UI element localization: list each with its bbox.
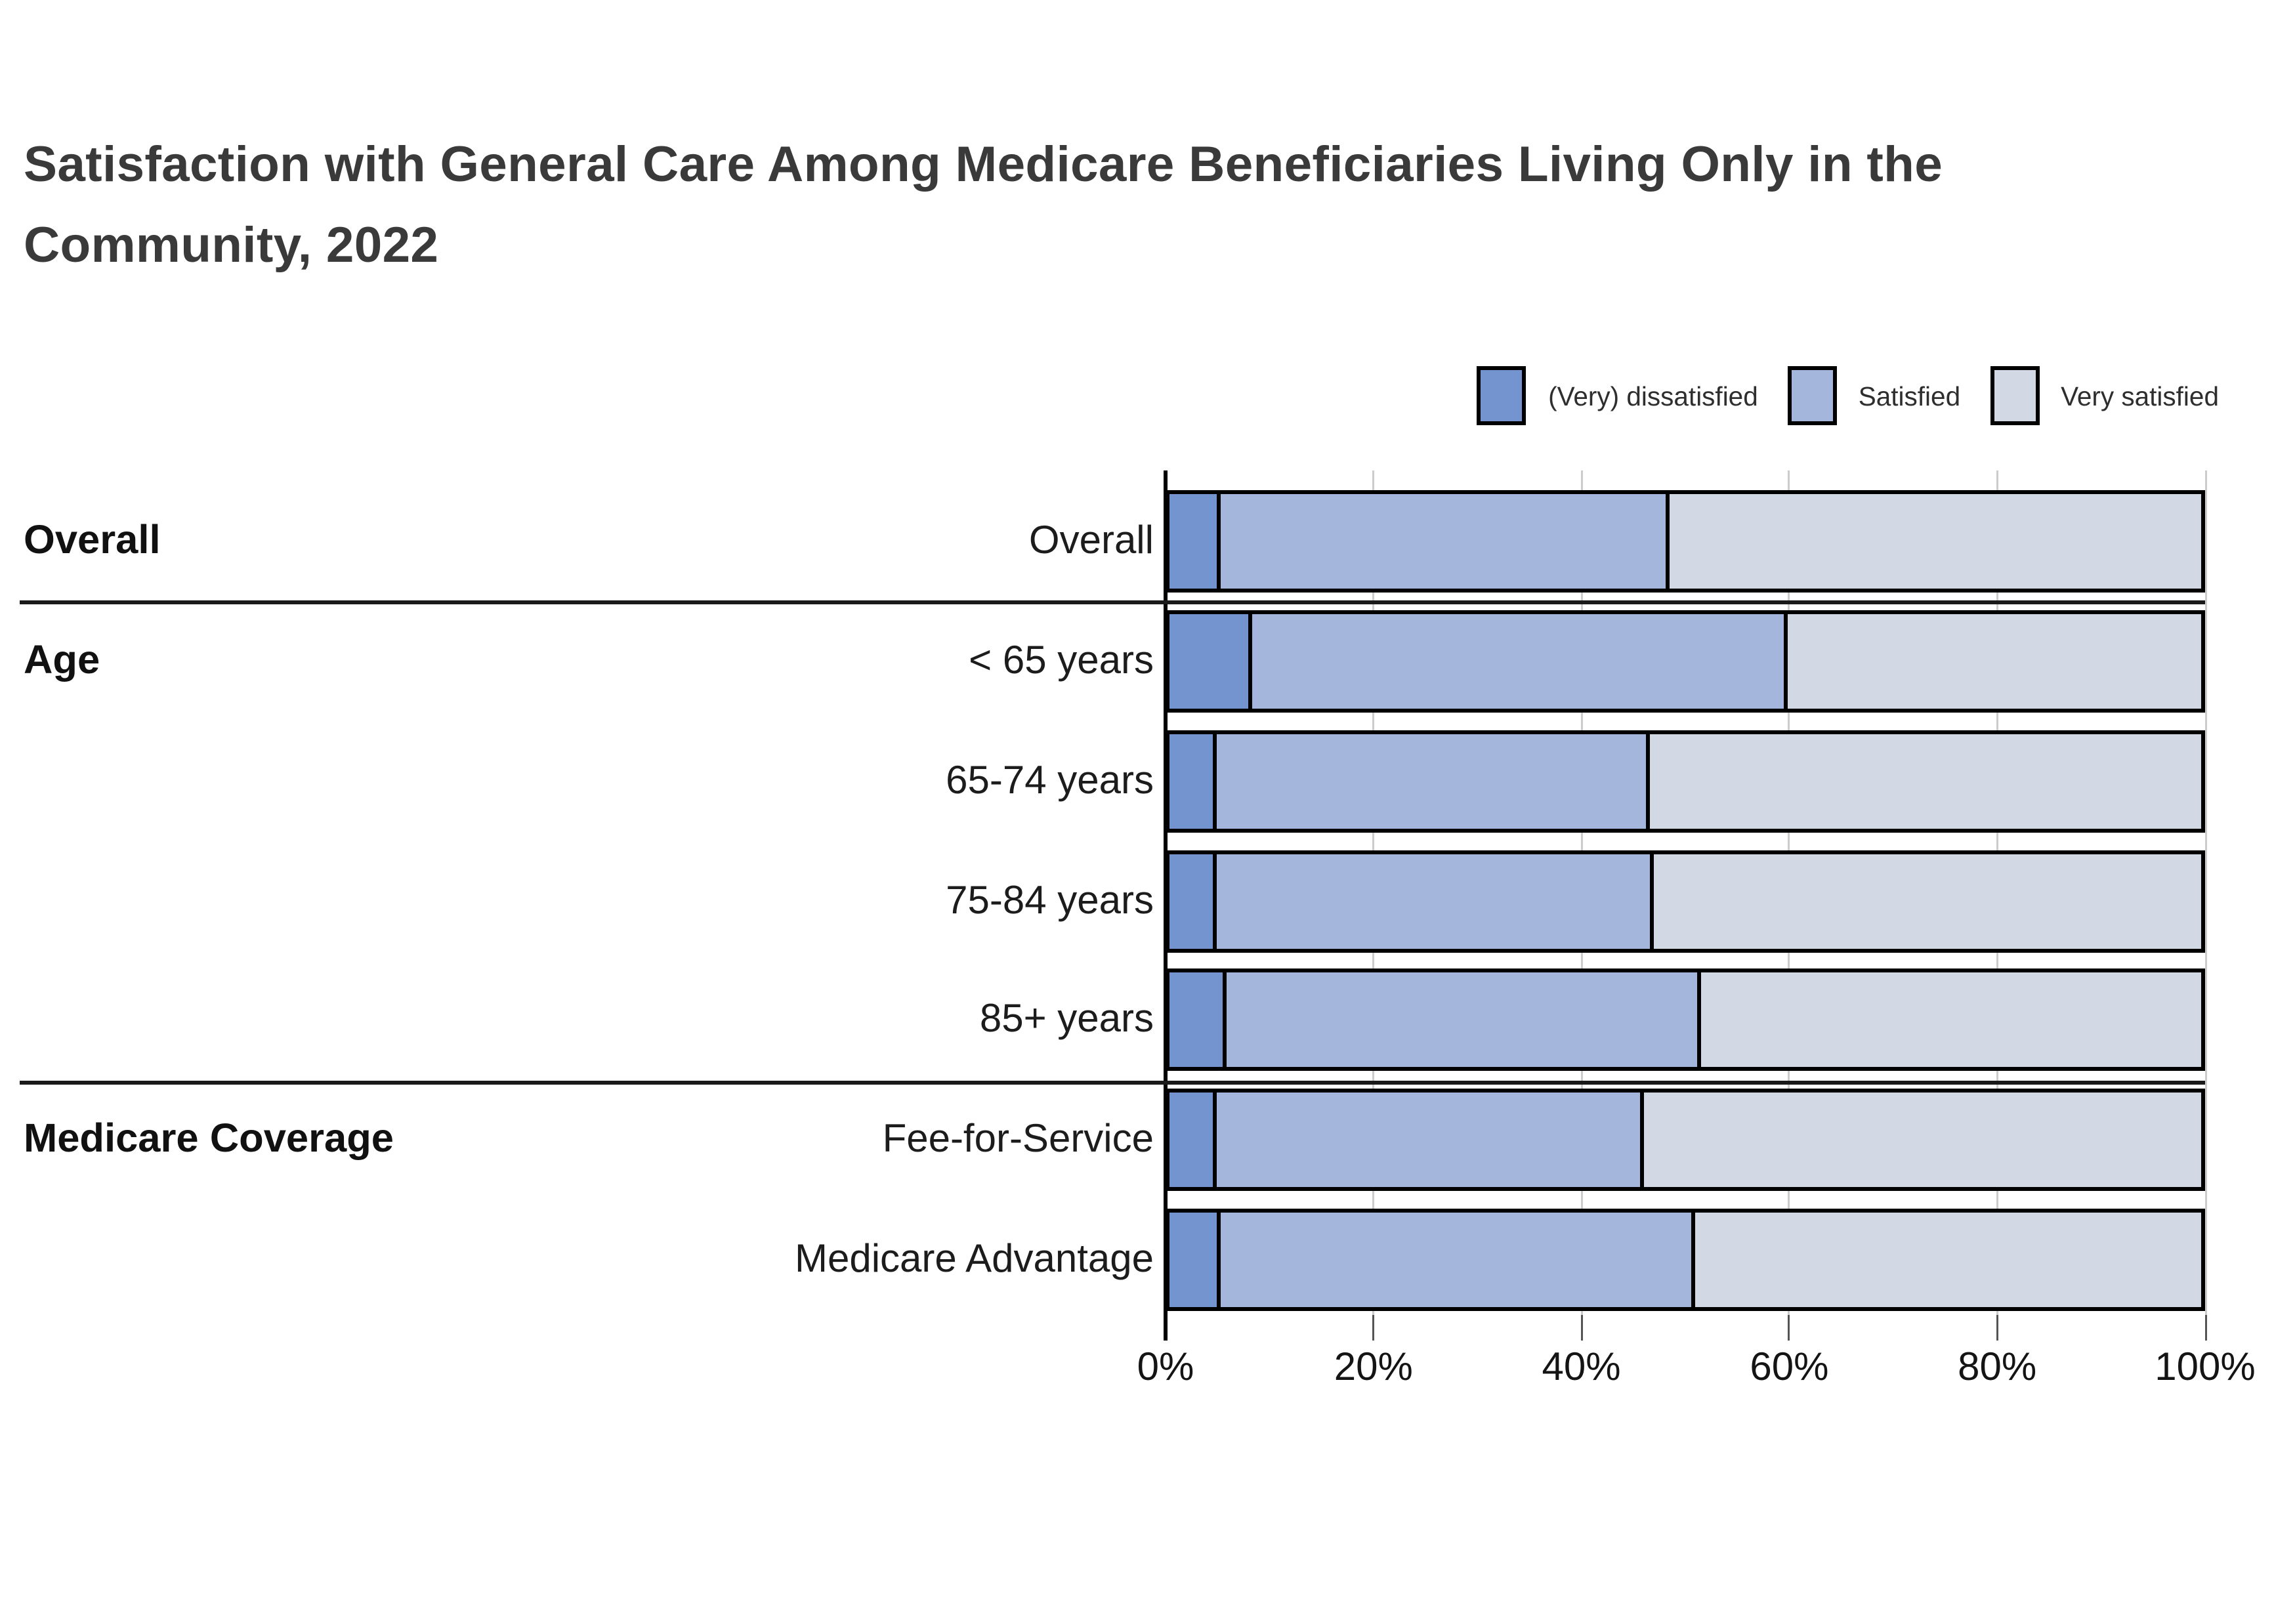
axis-tick-label-60%: 60% (1750, 1346, 1829, 1390)
bar-segment-very-satisfied (1670, 494, 2201, 589)
bar-segment-satisfied (1215, 1093, 1645, 1187)
bar-segment-very-satisfied (1644, 1093, 2201, 1187)
gridline-100% (2204, 470, 2206, 1339)
chart-title: Satisfaction with General Care Among Med… (24, 138, 1943, 274)
bar-segment--very-dissatisfied (1169, 734, 1216, 829)
legend-label-satisfied: Satisfied (1858, 381, 1961, 411)
legend-swatch-dissatisfied-icon (1477, 366, 1527, 425)
bar-segment--very-dissatisfied (1169, 1213, 1221, 1307)
legend-item-satisfied: Satisfied (1787, 366, 1961, 425)
legend-label-dissatisfied: (Very) dissatisfied (1548, 381, 1758, 411)
row-label-1: Overall (1028, 520, 1154, 563)
bar-segment-satisfied (1226, 972, 1701, 1067)
row-label-7: Medicare Advantage (794, 1238, 1154, 1281)
group-label-overall: Overall (24, 518, 161, 563)
group-separator-1 (20, 600, 2205, 604)
bar-segment-satisfied (1215, 854, 1654, 949)
group-label-age: Age (24, 638, 100, 683)
bar-segment-very-satisfied (1700, 972, 2201, 1067)
axis-tick-20% (1372, 1315, 1375, 1341)
row-label-4: 75-84 years (946, 880, 1154, 923)
axis-tick-40% (1580, 1315, 1583, 1341)
chart-legend: (Very) dissatisfied Satisfied Very satis… (1477, 366, 2219, 425)
legend-item-very-satisfied: Very satisfied (1990, 366, 2219, 425)
bar-row-1 (1166, 490, 2205, 593)
bar-segment--very-dissatisfied (1169, 854, 1216, 949)
bar-segment--very-dissatisfied (1169, 614, 1252, 709)
bar-segment--very-dissatisfied (1169, 1093, 1216, 1187)
bar-segment-satisfied (1215, 734, 1649, 829)
bar-segment-satisfied (1221, 1213, 1696, 1307)
bar-segment-very-satisfied (1649, 734, 2201, 829)
axis-tick-80% (1996, 1315, 1998, 1341)
row-label-2: < 65 years (969, 640, 1154, 683)
row-label-3: 65-74 years (946, 760, 1154, 803)
legend-item-dissatisfied: (Very) dissatisfied (1477, 366, 1758, 425)
bar-segment--very-dissatisfied (1169, 494, 1221, 589)
bar-row-4 (1166, 850, 2205, 953)
group-label-medicare-coverage: Medicare Coverage (24, 1116, 394, 1161)
axis-tick-label-20%: 20% (1334, 1346, 1413, 1390)
axis-tick-label-0%: 0% (1137, 1346, 1194, 1390)
bar-row-5 (1166, 968, 2205, 1071)
axis-tick-label-80%: 80% (1958, 1346, 2037, 1390)
axis-tick-label-40%: 40% (1542, 1346, 1621, 1390)
bar-segment--very-dissatisfied (1169, 972, 1227, 1067)
bar-row-2 (1166, 610, 2205, 713)
bar-row-7 (1166, 1209, 2205, 1311)
legend-label-very-satisfied: Very satisfied (2061, 381, 2219, 411)
bar-segment-very-satisfied (1654, 854, 2201, 949)
bar-segment-satisfied (1252, 614, 1789, 709)
axis-tick-60% (1788, 1315, 1790, 1341)
bar-segment-very-satisfied (1695, 1213, 2201, 1307)
bar-row-3 (1166, 730, 2205, 833)
bar-row-6 (1166, 1089, 2205, 1191)
bar-segment-very-satisfied (1788, 614, 2201, 709)
row-label-6: Fee-for-Service (882, 1118, 1154, 1161)
axis-tick-label-100%: 100% (2155, 1346, 2256, 1390)
axis-tick-100% (2204, 1315, 2206, 1341)
row-label-5: 85+ years (979, 998, 1154, 1041)
legend-swatch-satisfied-icon (1787, 366, 1837, 425)
group-separator-2 (20, 1081, 2205, 1085)
legend-swatch-very-satisfied-icon (1990, 366, 2040, 425)
bar-segment-satisfied (1221, 494, 1670, 589)
